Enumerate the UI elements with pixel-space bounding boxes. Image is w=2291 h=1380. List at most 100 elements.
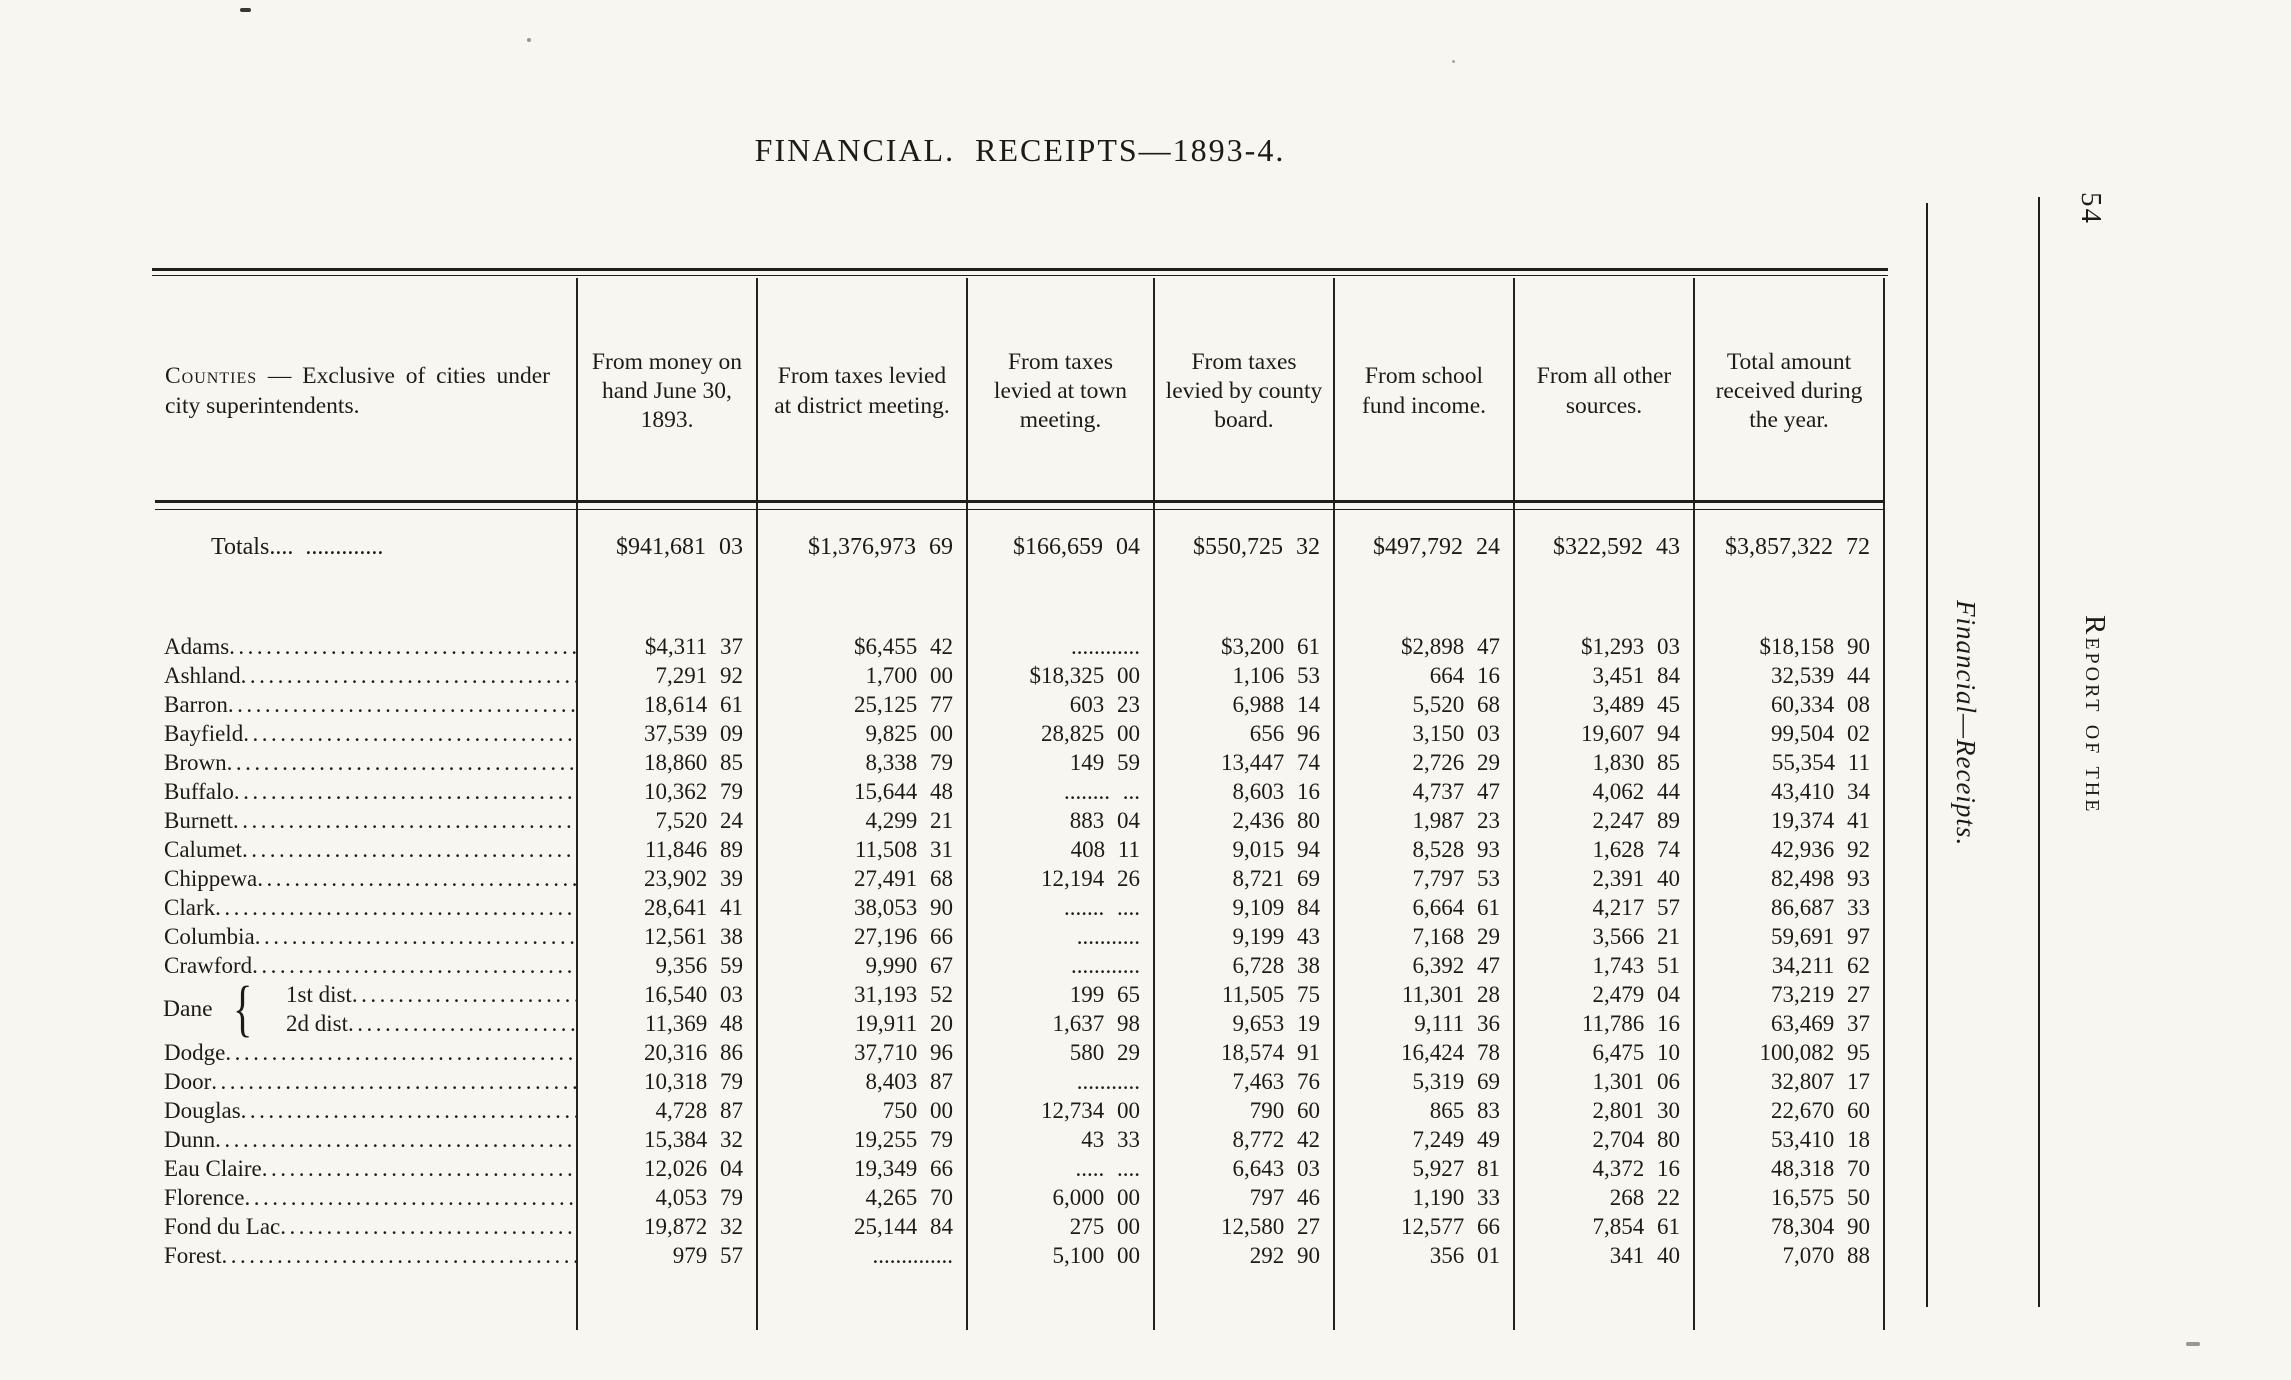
money-on-hand-cell: 12,561 38	[578, 922, 758, 951]
county-cell: Dodge	[155, 1038, 578, 1067]
county-cell: Bayfield	[155, 719, 578, 748]
total-received-cell: 32,807 17	[1695, 1067, 1885, 1096]
totals-other-sources: $322,592 43	[1515, 505, 1695, 590]
money-on-hand-cell: 10,318 79	[578, 1067, 758, 1096]
town-taxes-cell: $18,325 00	[968, 661, 1155, 690]
county-board-taxes-cell: 9,653 19	[1155, 1009, 1335, 1038]
margin-title-report-of-the: Report of the	[2079, 615, 2111, 815]
other-sources-cell: 3,489 45	[1515, 690, 1695, 719]
totals-money-on-hand: $941,681 03	[578, 505, 758, 590]
dot-leader	[241, 1096, 576, 1125]
town-taxes-cell: 12,734 00	[968, 1096, 1155, 1125]
table-row: Dunn 15,384 32 19,255 79 43 33 8,772 42 …	[155, 1125, 1885, 1154]
county-board-taxes-cell: 12,580 27	[1155, 1212, 1335, 1241]
money-on-hand-cell: 19,872 32	[578, 1212, 758, 1241]
town-taxes-cell: ............	[968, 951, 1155, 980]
dot-leader	[234, 777, 576, 806]
other-sources-cell: 2,479 04	[1515, 980, 1695, 1009]
header-county-board-taxes: From taxes levied by county board.	[1155, 278, 1335, 505]
town-taxes-cell: ............	[968, 632, 1155, 661]
town-taxes-cell: 883 04	[968, 806, 1155, 835]
other-sources-cell: 2,801 30	[1515, 1096, 1695, 1125]
header-rule	[155, 500, 1885, 510]
county-cell: Ashland	[155, 661, 578, 690]
total-received-cell: 100,082 95	[1695, 1038, 1885, 1067]
money-on-hand-cell: 37,539 09	[578, 719, 758, 748]
county-board-taxes-cell: 9,109 84	[1155, 893, 1335, 922]
district-taxes-cell: 1,700 00	[758, 661, 968, 690]
table-row: Adams $4,311 37 $6,455 42 ............ $…	[155, 632, 1885, 661]
dot-leader	[215, 1125, 576, 1154]
money-on-hand-cell: 23,902 39	[578, 864, 758, 893]
county-cell: Dunn	[155, 1125, 578, 1154]
county-cell: Brown	[155, 748, 578, 777]
total-received-cell: 63,469 37	[1695, 1009, 1885, 1038]
town-taxes-cell: ..... ....	[968, 1154, 1155, 1183]
county-name: Door	[164, 1069, 212, 1094]
school-fund-cell: $2,898 47	[1335, 632, 1515, 661]
district-taxes-cell: 19,911 20	[758, 1009, 968, 1038]
scan-speck	[240, 8, 251, 12]
table-row: Forest 979 57 .............. 5,100 00 29…	[155, 1241, 1885, 1270]
county-name: Florence	[164, 1185, 245, 1210]
district-taxes-cell: 4,265 70	[758, 1183, 968, 1212]
dot-leader	[233, 806, 576, 835]
district-taxes-cell: 19,349 66	[758, 1154, 968, 1183]
county-board-taxes-cell: 7,463 76	[1155, 1067, 1335, 1096]
total-received-cell: 82,498 93	[1695, 864, 1885, 893]
other-sources-cell: 4,062 44	[1515, 777, 1695, 806]
dot-leader	[262, 1154, 576, 1183]
totals-district-taxes: $1,376,973 69	[758, 505, 968, 590]
table-row: Fond du Lac 19,872 32 25,144 84 275 00 1…	[155, 1212, 1885, 1241]
district-taxes-cell: $6,455 42	[758, 632, 968, 661]
town-taxes-cell: 1,637 98	[968, 1009, 1155, 1038]
district-taxes-cell: 11,508 31	[758, 835, 968, 864]
dot-leader	[352, 980, 576, 1009]
town-taxes-cell: ...........	[968, 922, 1155, 951]
school-fund-cell: 11,301 28	[1335, 980, 1515, 1009]
header-school-fund: From school fund income.	[1335, 278, 1515, 505]
table-row: Brown 18,860 85 8,338 79 149 59 13,447 7…	[155, 748, 1885, 777]
other-sources-cell: 6,475 10	[1515, 1038, 1695, 1067]
school-fund-cell: 356 01	[1335, 1241, 1515, 1270]
totals-school-fund: $497,792 24	[1335, 505, 1515, 590]
money-on-hand-cell: 11,846 89	[578, 835, 758, 864]
total-received-cell: 78,304 90	[1695, 1212, 1885, 1241]
county-board-taxes-cell: 790 60	[1155, 1096, 1335, 1125]
county-name: Douglas	[164, 1098, 241, 1123]
filler-row	[155, 1270, 1885, 1330]
county-name: Adams	[164, 634, 230, 659]
town-taxes-cell: 43 33	[968, 1125, 1155, 1154]
school-fund-cell: 865 83	[1335, 1096, 1515, 1125]
money-on-hand-cell: 11,369 48	[578, 1009, 758, 1038]
county-subdistrict: 1st dist	[286, 982, 352, 1007]
totals-row: Totals.... ............. $941,681 03 $1,…	[155, 505, 1885, 590]
school-fund-cell: 3,150 03	[1335, 719, 1515, 748]
total-received-cell: 22,670 60	[1695, 1096, 1885, 1125]
other-sources-cell: 1,628 74	[1515, 835, 1695, 864]
money-on-hand-cell: 4,728 87	[578, 1096, 758, 1125]
school-fund-cell: 12,577 66	[1335, 1212, 1515, 1241]
table-row: Columbia 12,561 38 27,196 66 ...........…	[155, 922, 1885, 951]
district-taxes-cell: 27,196 66	[758, 922, 968, 951]
county-cell: Barron	[155, 690, 578, 719]
county-cell: 2d dist	[155, 1009, 578, 1038]
county-board-taxes-cell: 9,015 94	[1155, 835, 1335, 864]
other-sources-cell: 3,451 84	[1515, 661, 1695, 690]
dot-leader	[243, 719, 576, 748]
total-received-cell: 42,936 92	[1695, 835, 1885, 864]
district-taxes-cell: 31,193 52	[758, 980, 968, 1009]
dot-leader	[215, 893, 576, 922]
total-received-cell: 99,504 02	[1695, 719, 1885, 748]
school-fund-cell: 6,664 61	[1335, 893, 1515, 922]
other-sources-cell: 1,743 51	[1515, 951, 1695, 980]
school-fund-cell: 2,726 29	[1335, 748, 1515, 777]
county-cell: Crawford	[155, 951, 578, 980]
total-received-cell: 60,334 08	[1695, 690, 1885, 719]
money-on-hand-cell: 979 57	[578, 1241, 758, 1270]
school-fund-cell: 5,319 69	[1335, 1067, 1515, 1096]
money-on-hand-cell: 9,356 59	[578, 951, 758, 980]
money-on-hand-cell: 15,384 32	[578, 1125, 758, 1154]
margin-title-financial-receipts: Financial—Receipts.	[1951, 600, 1981, 847]
total-received-cell: 86,687 33	[1695, 893, 1885, 922]
